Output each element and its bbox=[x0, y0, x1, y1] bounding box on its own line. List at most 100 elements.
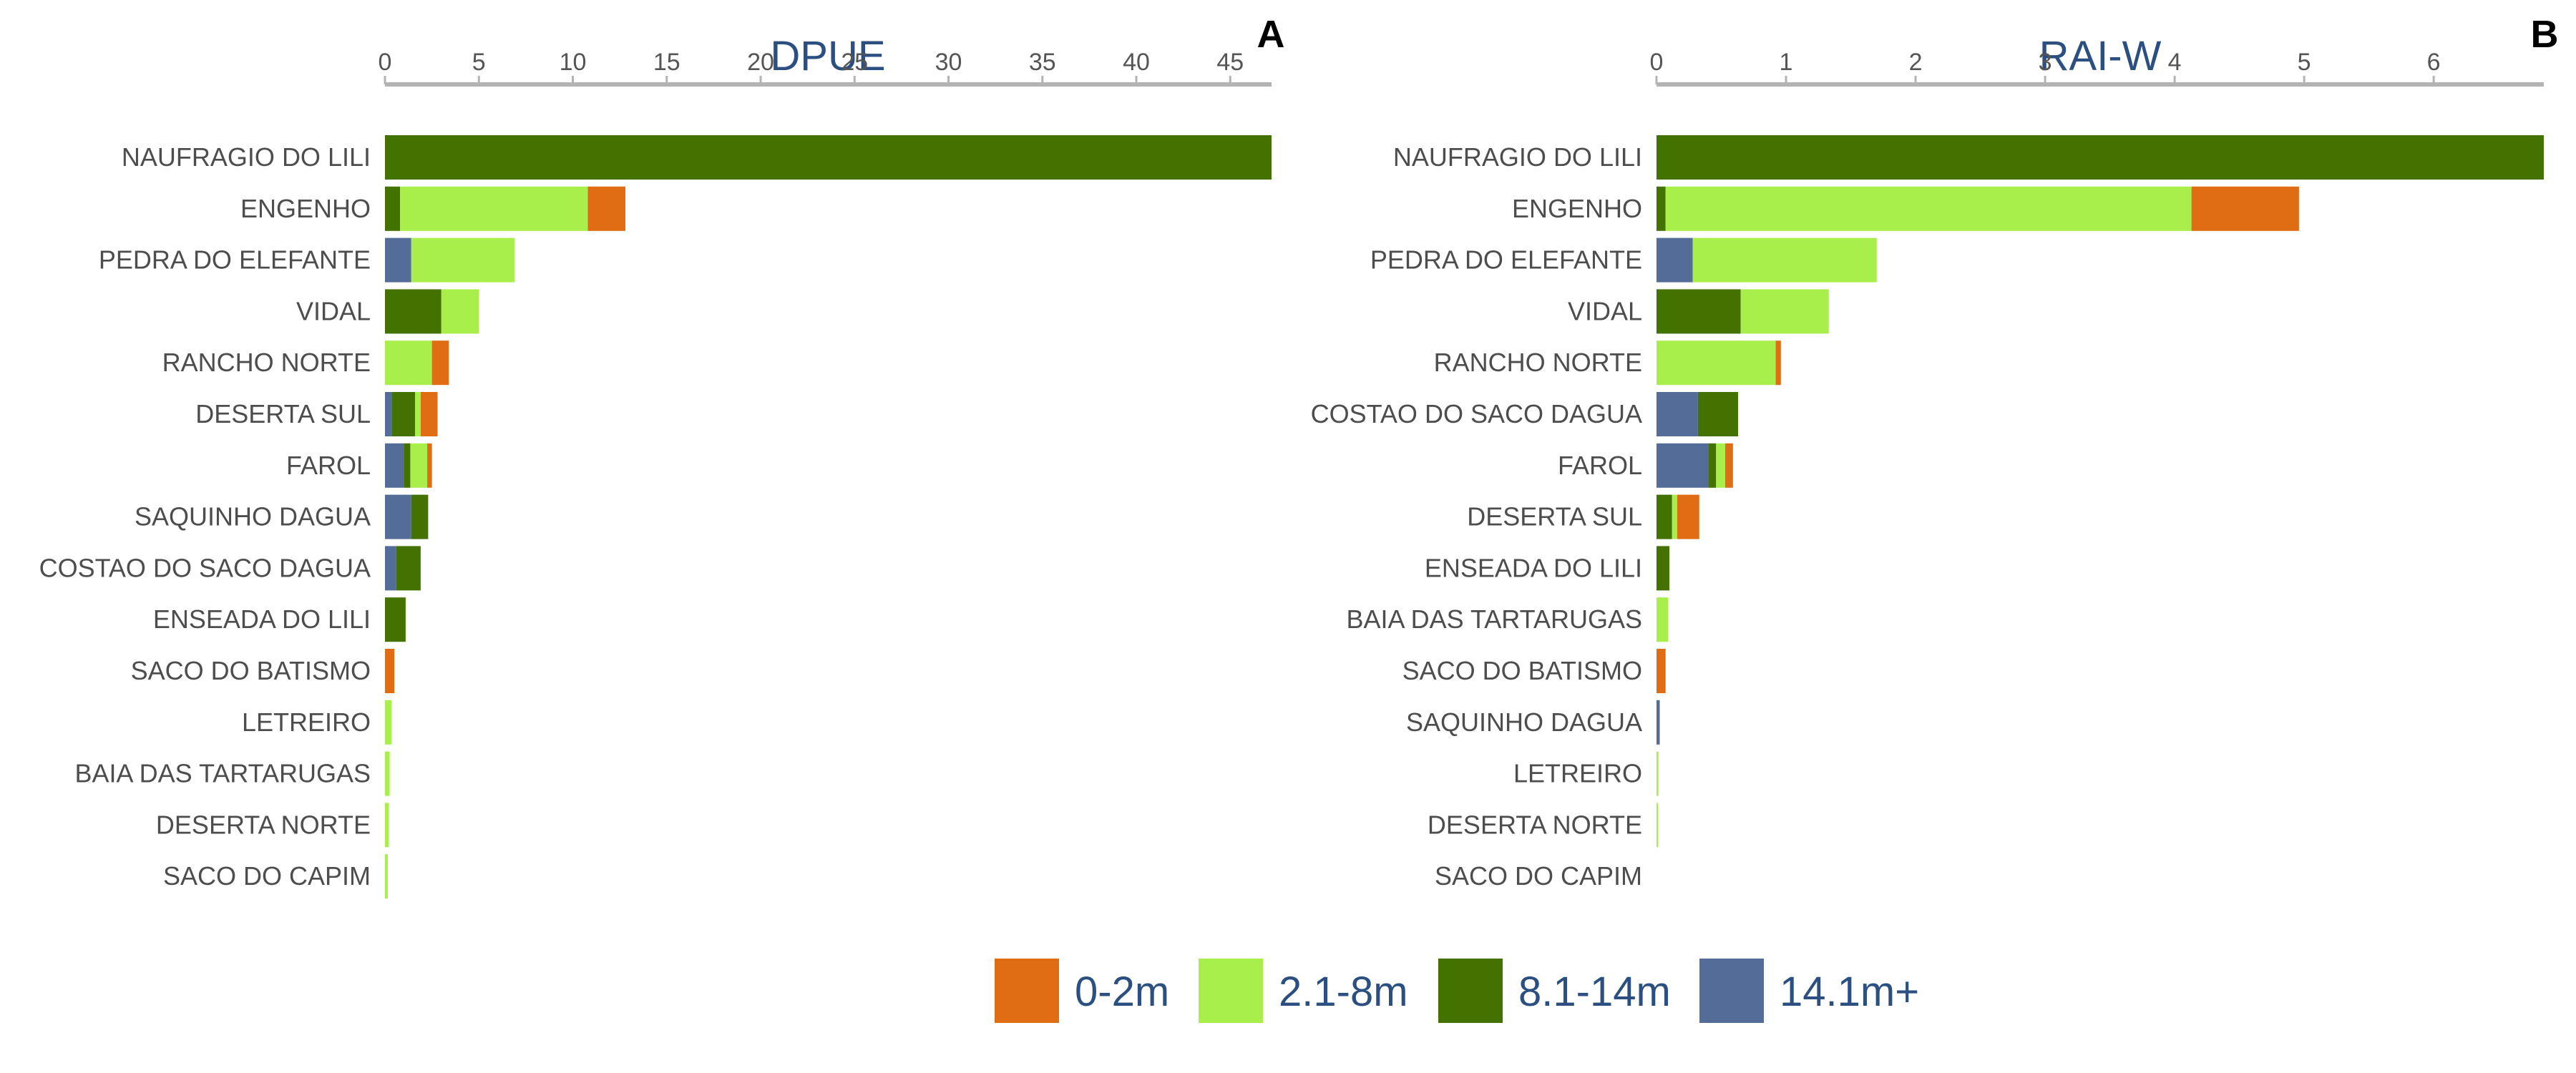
panel-b-tick-label-0: 0 bbox=[1650, 49, 1664, 76]
panel-b-bar-engenho-0-2m bbox=[2191, 186, 2299, 231]
panel-b-category-label-enseada-do-lili: ENSEADA DO LILI bbox=[1425, 553, 1642, 582]
panel-b-tick-label-6: 6 bbox=[2427, 49, 2441, 76]
legend-label-14-1m: 14.1m+ bbox=[1780, 969, 1919, 1015]
panel-a-category-label-deserta-sul: DESERTA SUL bbox=[195, 399, 371, 428]
panel-b-category-label-pedra-do-elefante: PEDRA DO ELEFANTE bbox=[1370, 245, 1642, 275]
panel-a-bar-naufragio-do-lili-8-1-14m bbox=[385, 135, 1272, 180]
panel-a-category-label-farol: FAROL bbox=[286, 451, 371, 480]
panel-a-tick-label-25: 25 bbox=[841, 49, 868, 76]
legend: 0-2m 2.1-8m 8.1-14m 14.1m+ bbox=[995, 959, 1919, 1023]
panel-b-tick-label-2: 2 bbox=[1909, 49, 1923, 76]
panel-b-bar-baia-das-tartarugas-2-1-8m bbox=[1657, 597, 1669, 642]
panel-b-bar-naufragio-do-lili-8-1-14m bbox=[1657, 135, 2544, 180]
panel-a-category-label-letreiro: LETREIRO bbox=[242, 707, 371, 737]
panel-a-bar-costao-do-saco-dagua-14-1m bbox=[385, 546, 396, 591]
panel-b-category-label-engenho: ENGENHO bbox=[1512, 194, 1642, 223]
panel-a-category-label-saco-do-batismo: SACO DO BATISMO bbox=[131, 656, 371, 685]
panel-a-bar-engenho-8-1-14m bbox=[385, 186, 400, 231]
panel-b-bar-letreiro-2-1-8m bbox=[1657, 751, 1659, 796]
panel-a-bar-enseada-do-lili-8-1-14m bbox=[385, 597, 406, 642]
panel-a-tick-label-15: 15 bbox=[653, 49, 680, 76]
panel-a-tick-label-10: 10 bbox=[560, 49, 587, 76]
panel-b-bar-engenho-8-1-14m bbox=[1657, 186, 1666, 231]
panel-a-tick-label-5: 5 bbox=[472, 49, 486, 76]
panel-a-bar-costao-do-saco-dagua-8-1-14m bbox=[396, 546, 421, 591]
panel-a-category-label-costao-do-saco-dagua: COSTAO DO SACO DAGUA bbox=[39, 553, 371, 582]
legend-label-8-1-14m: 8.1-14m bbox=[1518, 969, 1671, 1015]
panel-b-category-label-letreiro: LETREIRO bbox=[1513, 759, 1642, 788]
panel-a: DPUE A 0 5 10 15 20 25 30 35 40 45 NAUFRAGIO DO LILI… bbox=[39, 13, 1285, 899]
panel-b-bar-vidal-2-1-8m bbox=[1740, 289, 1829, 334]
panel-a-bar-saco-do-capim-2-1-8m bbox=[385, 854, 388, 899]
panel-a-category-label-rancho-norte: RANCHO NORTE bbox=[162, 348, 371, 377]
panel-a-bar-farol-8-1-14m bbox=[404, 443, 411, 488]
panel-b-bar-saco-do-batismo-0-2m bbox=[1657, 649, 1666, 693]
legend-swatch-2-1-8m bbox=[1199, 959, 1263, 1023]
panel-b-letter: B bbox=[2531, 13, 2559, 56]
panel-a-category-label-engenho: ENGENHO bbox=[240, 194, 371, 223]
panel-b-category-label-deserta-sul: DESERTA SUL bbox=[1467, 502, 1642, 531]
legend-swatch-8-1-14m bbox=[1438, 959, 1503, 1023]
panel-b-title: RAI-W bbox=[2039, 33, 2162, 79]
panel-b-category-label-saco-do-batismo: SACO DO BATISMO bbox=[1402, 656, 1642, 685]
panel-b-category-label-rancho-norte: RANCHO NORTE bbox=[1434, 348, 1642, 377]
panel-a-bar-vidal-2-1-8m bbox=[441, 289, 479, 334]
panel-b-category-label-naufragio-do-lili: NAUFRAGIO DO LILI bbox=[1393, 142, 1642, 172]
panel-b-bar-pedra-do-elefante-2-1-8m bbox=[1692, 237, 1877, 283]
legend-swatch-0-2m bbox=[995, 959, 1059, 1023]
panel-a-category-label-saco-do-capim: SACO DO CAPIM bbox=[163, 861, 371, 891]
panel-a-bar-deserta-sul-2-1-8m bbox=[415, 392, 421, 436]
panel-b-bar-farol-14-1m bbox=[1657, 443, 1709, 488]
panel-b-bar-costao-do-saco-dagua-14-1m bbox=[1657, 392, 1698, 436]
panel-a-bar-saquinho-dagua-8-1-14m bbox=[411, 494, 429, 539]
panel-b-bar-pedra-do-elefante-14-1m bbox=[1657, 237, 1693, 283]
panel-a-tick-label-0: 0 bbox=[379, 49, 392, 76]
panel-a-category-label-saquinho-dagua: SAQUINHO DAGUA bbox=[135, 502, 371, 531]
panel-a-bar-farol-2-1-8m bbox=[410, 443, 428, 488]
panel-b-tick-label-3: 3 bbox=[2039, 49, 2052, 76]
panel-a-bar-deserta-sul-14-1m bbox=[385, 392, 392, 436]
panel-a-tick-label-40: 40 bbox=[1123, 49, 1150, 76]
panel-b-bar-enseada-do-lili-8-1-14m bbox=[1657, 546, 1670, 591]
panel-b: RAI-W B 0 1 2 3 4 5 6 NAUFRAGIO DO LILI ENGENHO PED… bbox=[1311, 13, 2559, 891]
panel-a-category-label-pedra-do-elefante: PEDRA DO ELEFANTE bbox=[99, 245, 371, 275]
legend-label-2-1-8m: 2.1-8m bbox=[1279, 969, 1408, 1015]
panel-a-tick-label-45: 45 bbox=[1216, 49, 1244, 76]
panel-b-bar-saquinho-dagua-14-1m bbox=[1657, 700, 1660, 745]
panel-a-bar-deserta-norte-2-1-8m bbox=[385, 803, 389, 848]
panel-b-bar-costao-do-saco-dagua-8-1-14m bbox=[1697, 392, 1739, 436]
panel-a-category-label-naufragio-do-lili: NAUFRAGIO DO LILI bbox=[122, 142, 371, 172]
panel-a-category-label-deserta-norte: DESERTA NORTE bbox=[156, 810, 371, 839]
panel-b-tick-label-1: 1 bbox=[1780, 49, 1793, 76]
panel-b-bar-vidal-8-1-14m bbox=[1657, 289, 1741, 334]
panel-b-bar-farol-8-1-14m bbox=[1708, 443, 1717, 488]
panel-b-tick-label-4: 4 bbox=[2168, 49, 2182, 76]
panel-b-bar-deserta-sul-8-1-14m bbox=[1657, 494, 1672, 539]
panel-b-bar-farol-0-2m bbox=[1724, 443, 1733, 488]
panel-b-bar-deserta-sul-2-1-8m bbox=[1672, 494, 1677, 539]
panel-a-bar-baia-das-tartarugas-2-1-8m bbox=[385, 751, 390, 796]
panel-a-bar-farol-0-2m bbox=[427, 443, 432, 488]
panel-b-bar-rancho-norte-2-1-8m bbox=[1657, 340, 1776, 386]
panel-a-title: DPUE bbox=[770, 33, 885, 79]
panel-a-category-label-enseada-do-lili: ENSEADA DO LILI bbox=[153, 604, 371, 634]
panel-a-bar-engenho-0-2m bbox=[587, 186, 625, 231]
panel-a-bar-saquinho-dagua-14-1m bbox=[385, 494, 411, 539]
panel-a-bar-farol-14-1m bbox=[385, 443, 404, 488]
panel-b-category-label-costao-do-saco-dagua: COSTAO DO SACO DAGUA bbox=[1311, 399, 1642, 428]
panel-b-category-label-farol: FAROL bbox=[1558, 451, 1642, 480]
panel-a-bar-deserta-sul-0-2m bbox=[420, 392, 438, 436]
panel-b-category-label-vidal: VIDAL bbox=[1568, 296, 1642, 325]
legend-label-0-2m: 0-2m bbox=[1075, 969, 1169, 1015]
panel-a-bar-saco-do-batismo-0-2m bbox=[385, 649, 395, 693]
panel-b-tick-label-5: 5 bbox=[2298, 49, 2311, 76]
panel-b-category-label-saco-do-capim: SACO DO CAPIM bbox=[1435, 861, 1642, 891]
panel-a-category-label-vidal: VIDAL bbox=[296, 296, 371, 325]
panel-a-bar-pedra-do-elefante-14-1m bbox=[385, 237, 411, 283]
panel-a-letter: A bbox=[1257, 13, 1285, 56]
panel-a-bar-pedra-do-elefante-2-1-8m bbox=[411, 237, 515, 283]
panel-b-bar-deserta-sul-0-2m bbox=[1677, 494, 1699, 539]
panel-a-category-label-baia-das-tartarugas: BAIA DAS TARTARUGAS bbox=[75, 759, 371, 788]
panel-a-tick-label-20: 20 bbox=[747, 49, 774, 76]
